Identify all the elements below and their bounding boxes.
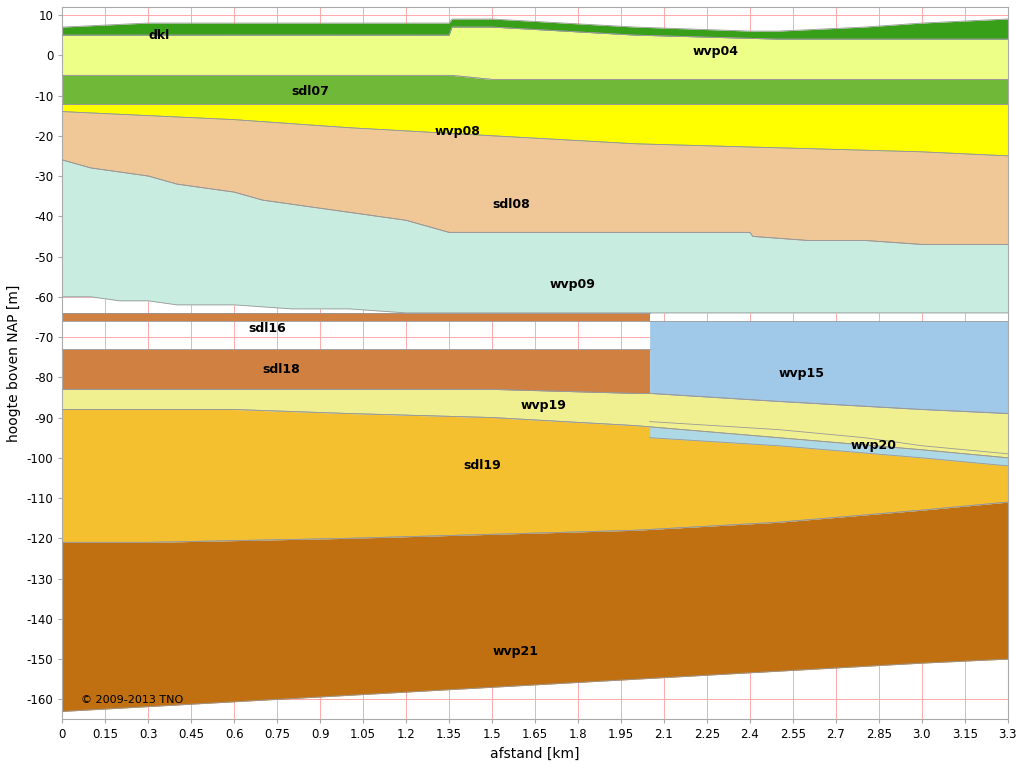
Text: dkl: dkl — [148, 28, 170, 41]
Text: sdl07: sdl07 — [292, 85, 330, 98]
Text: wvp08: wvp08 — [435, 125, 480, 138]
Text: wvp19: wvp19 — [521, 399, 566, 412]
Text: wvp21: wvp21 — [493, 644, 538, 657]
Text: wvp04: wvp04 — [692, 45, 738, 58]
Text: sdl16: sdl16 — [249, 323, 287, 336]
Text: sdl18: sdl18 — [263, 362, 301, 376]
X-axis label: afstand [km]: afstand [km] — [490, 747, 580, 761]
Text: wvp20: wvp20 — [850, 439, 896, 452]
Text: sdl19: sdl19 — [464, 459, 501, 472]
Text: © 2009-2013 TNO: © 2009-2013 TNO — [81, 695, 183, 705]
Text: wvp15: wvp15 — [778, 367, 824, 379]
Y-axis label: hoogte boven NAP [m]: hoogte boven NAP [m] — [7, 284, 20, 442]
Text: sdl08: sdl08 — [493, 197, 529, 210]
Text: wvp09: wvp09 — [549, 278, 595, 291]
